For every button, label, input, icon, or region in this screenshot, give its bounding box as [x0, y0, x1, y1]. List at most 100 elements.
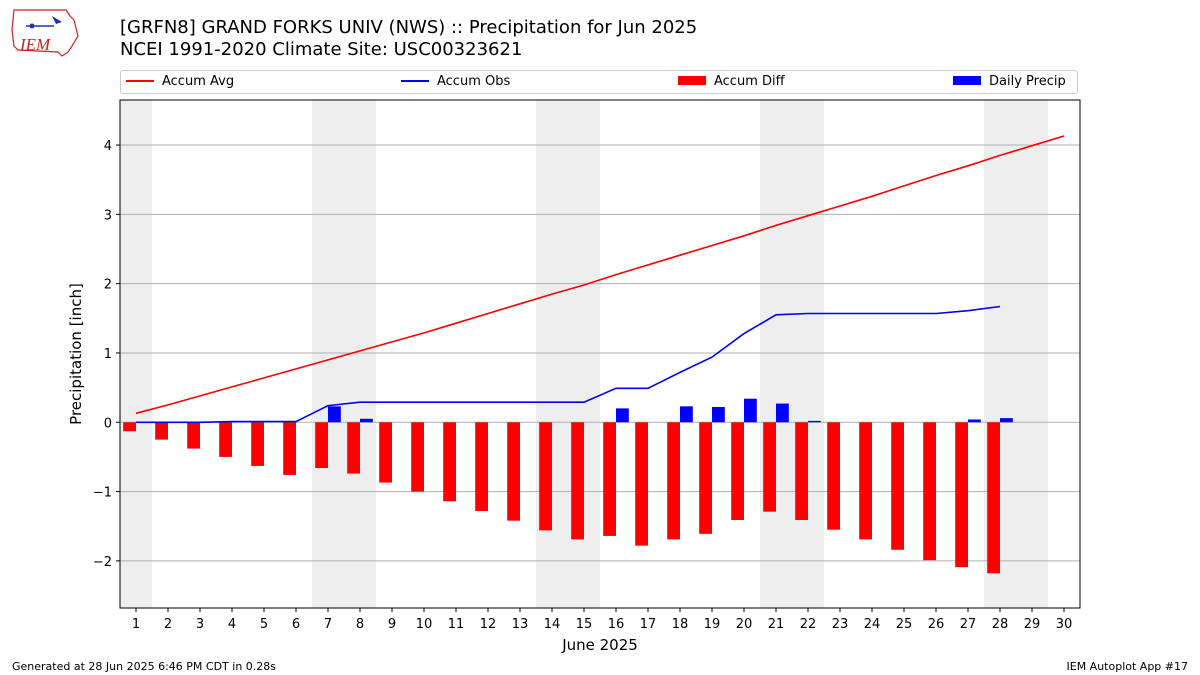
- accum-diff-bar: [699, 422, 712, 534]
- x-tick-label: 22: [800, 617, 817, 632]
- legend-swatch-accum-diff: [678, 76, 706, 85]
- legend-label-daily-precip: Daily Precip: [989, 74, 1066, 89]
- accum-diff-bar: [891, 422, 904, 550]
- accum-diff-bar: [955, 422, 968, 568]
- x-tick-label: 6: [292, 617, 300, 632]
- title-line-1: [GRFN8] GRAND FORKS UNIV (NWS) :: Precip…: [120, 17, 698, 38]
- accum-diff-bar: [443, 422, 456, 502]
- x-tick-label: 8: [356, 617, 364, 632]
- x-tick-label: 30: [1056, 617, 1073, 632]
- x-tick-label: 14: [544, 617, 561, 632]
- daily-precip-bar: [616, 408, 629, 423]
- weekend-shade-0: [120, 100, 152, 608]
- accum-diff-bar: [827, 422, 840, 530]
- x-tick-label: 10: [416, 617, 433, 632]
- legend-item-accum-obs: Accum Obs: [401, 74, 510, 90]
- accum-obs-line: [136, 305, 1001, 424]
- x-tick-label: 13: [512, 617, 529, 632]
- x-tick-label: 15: [576, 617, 593, 632]
- accum-diff-bar: [411, 422, 424, 492]
- x-tick-label: 21: [768, 617, 785, 632]
- y-tick-label: 2: [104, 278, 112, 293]
- accum-avg-line: [135, 135, 1065, 415]
- accum-diff-bar: [667, 422, 680, 540]
- chart-legend: Accum Avg Accum Obs Accum Diff Daily Pre…: [120, 70, 1078, 94]
- x-tick-label: 25: [896, 617, 913, 632]
- accum-diff-bar: [283, 422, 296, 475]
- accum-diff-bar: [123, 422, 136, 432]
- x-tick-label: 9: [388, 617, 396, 632]
- accum-diff-bar: [475, 422, 488, 511]
- accum-diff-bar: [507, 422, 520, 521]
- x-tick-label: 1: [132, 617, 140, 632]
- accum-diff-bar: [923, 422, 936, 561]
- legend-item-accum-avg: Accum Avg: [126, 74, 234, 90]
- x-axis-label: June 2025: [561, 636, 638, 654]
- daily-precip-bar: [680, 406, 693, 423]
- accum-diff-bar: [155, 422, 168, 440]
- chart-title: [GRFN8] GRAND FORKS UNIV (NWS) :: Precip…: [120, 17, 697, 61]
- accum-diff-bar: [347, 422, 360, 474]
- daily-precip-bar: [968, 419, 981, 423]
- daily-precip-bar: [808, 420, 821, 423]
- logo-text: IEM: [19, 35, 51, 54]
- x-tick-label: 24: [864, 617, 881, 632]
- x-tick-label: 27: [960, 617, 977, 632]
- accum-diff-bar: [571, 422, 584, 540]
- legend-swatch-daily-precip: [953, 76, 981, 85]
- accum-diff-bar: [795, 422, 808, 520]
- legend-label-accum-obs: Accum Obs: [437, 74, 511, 89]
- accum-diff-bar: [987, 422, 1000, 574]
- daily-precip-bar: [328, 406, 341, 423]
- accum-diff-bar: [251, 422, 264, 466]
- title-line-2: NCEI 1991-2020 Climate Site: USC00323621: [120, 39, 523, 60]
- y-tick-label: 1: [104, 347, 112, 362]
- weekend-shade-1: [312, 100, 376, 608]
- y-tick-label: −2: [93, 555, 112, 570]
- x-tick-label: 28: [992, 617, 1009, 632]
- x-tick-label: 7: [324, 617, 332, 632]
- accum-diff-bar: [315, 422, 328, 469]
- legend-item-daily-precip: Daily Precip: [953, 74, 1066, 90]
- x-tick-label: 29: [1024, 617, 1041, 632]
- y-tick-label: 0: [104, 416, 112, 431]
- x-tick-label: 16: [608, 617, 625, 632]
- accum-diff-bar: [635, 422, 648, 546]
- plot-frame: [119, 99, 1081, 609]
- accum-diff-bar: [603, 422, 616, 536]
- app-label: IEM Autoplot App #17: [1066, 660, 1189, 673]
- legend-swatch-accum-avg: [126, 79, 154, 82]
- accum-diff-bar: [379, 422, 392, 483]
- x-tick-label: 23: [832, 617, 849, 632]
- daily-precip-bar: [1000, 418, 1013, 423]
- y-tick-label: −1: [93, 486, 112, 501]
- accum-diff-bar: [731, 422, 744, 520]
- x-tick-label: 17: [640, 617, 657, 632]
- weekend-shade-3: [760, 100, 824, 608]
- iem-logo: IEM: [11, 9, 79, 57]
- accum-diff-bar: [859, 422, 872, 540]
- x-tick-label: 5: [260, 617, 268, 632]
- x-tick-label: 19: [704, 617, 721, 632]
- daily-precip-bar: [744, 398, 757, 423]
- accum-diff-bar: [539, 422, 552, 531]
- x-tick-label: 3: [196, 617, 204, 632]
- accum-diff-bar: [219, 422, 232, 457]
- x-tick-label: 26: [928, 617, 945, 632]
- legend-item-accum-diff: Accum Diff: [678, 74, 785, 90]
- accum-diff-bar: [187, 422, 200, 449]
- generated-timestamp: Generated at 28 Jun 2025 6:46 PM CDT in …: [12, 660, 277, 673]
- legend-label-accum-avg: Accum Avg: [162, 74, 235, 89]
- daily-precip-bar: [712, 407, 725, 423]
- x-tick-label: 2: [164, 617, 172, 632]
- legend-swatch-accum-obs: [401, 79, 429, 82]
- x-tick-label: 11: [448, 617, 465, 632]
- y-tick-label: 4: [104, 139, 112, 154]
- weekend-shade-2: [536, 100, 600, 608]
- accum-diff-bar: [763, 422, 776, 512]
- x-tick-label: 12: [480, 617, 497, 632]
- x-tick-label: 4: [228, 617, 236, 632]
- legend-label-accum-diff: Accum Diff: [714, 74, 785, 89]
- daily-precip-bar: [360, 418, 373, 423]
